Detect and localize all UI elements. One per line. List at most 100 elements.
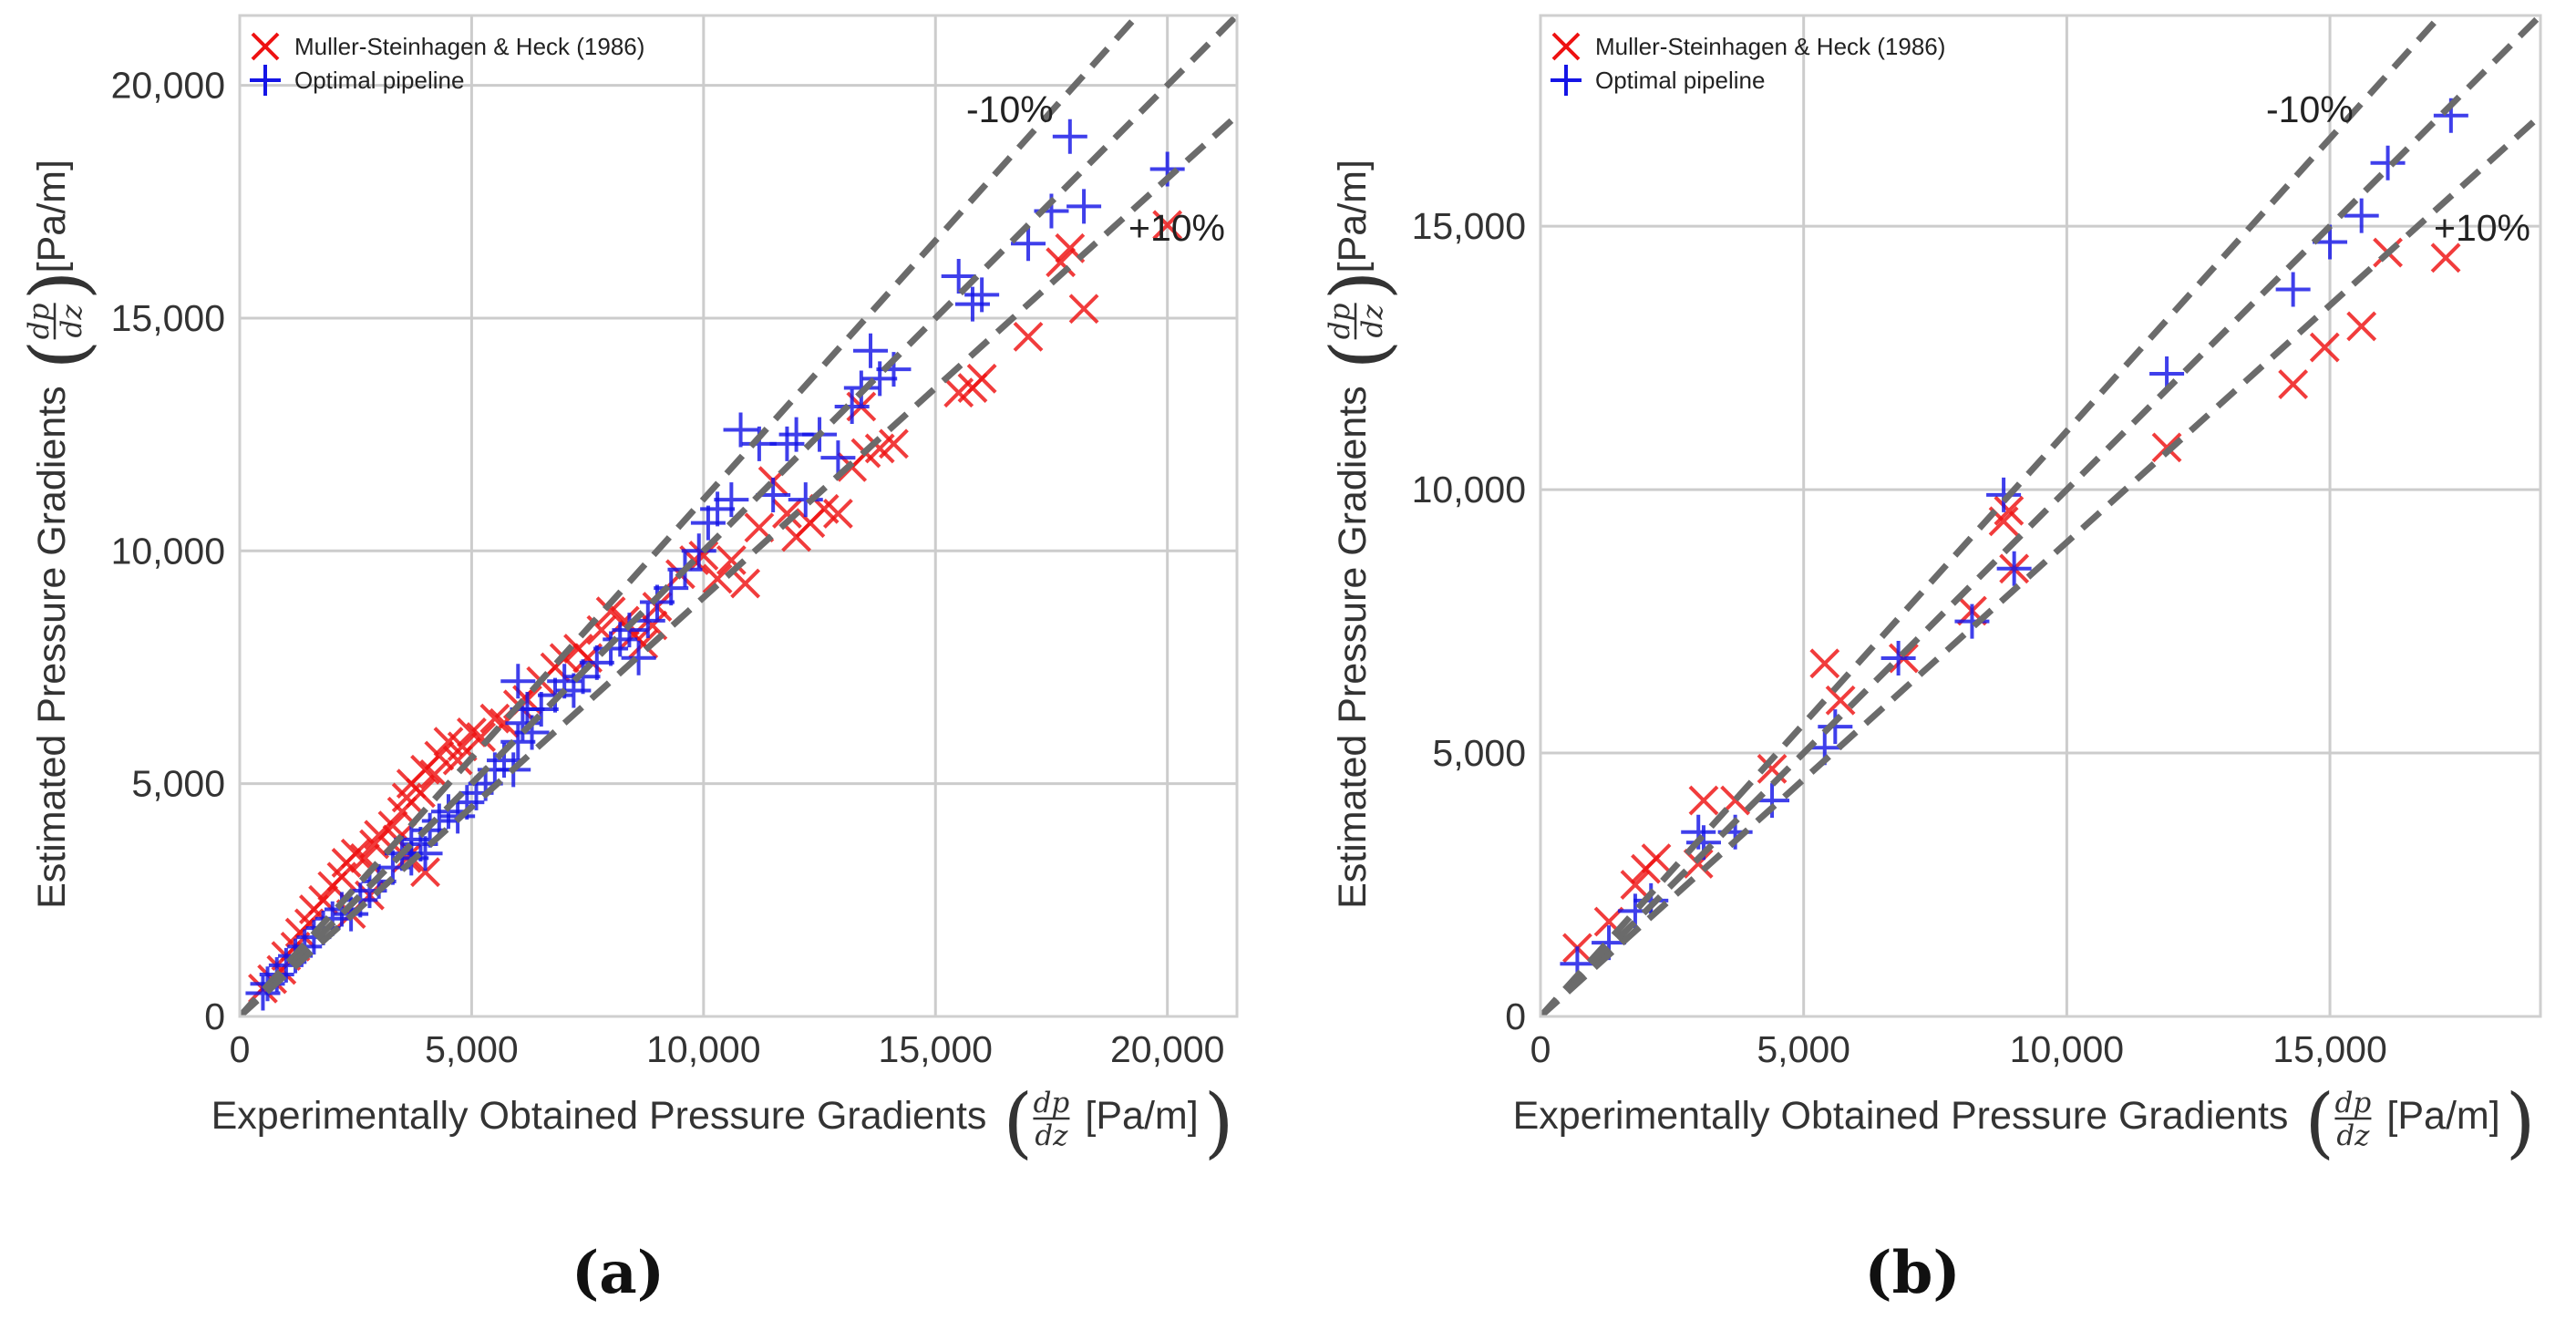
panel-a-x-paren-close: ) <box>1204 1078 1234 1167</box>
panel-a-y-paren-open: ( <box>14 340 103 370</box>
panel-b-reference-label: -10% <box>2266 88 2354 130</box>
panel-a-marker-x <box>1013 321 1044 352</box>
panel-a-y-axis-title: Estimated Pressure Gradients [Pa/m] (dp dz) <box>14 160 103 909</box>
panel-a-x-axis-title: Experimentally Obtained Pressure Gradien… <box>211 1078 1234 1167</box>
panel-b-marker-x <box>1809 648 1840 679</box>
panel-b-x-tick-label: 10,000 <box>2010 1028 2124 1070</box>
panel-a-marker-plus <box>538 677 573 713</box>
panel-b-reference-label: +10% <box>2434 207 2530 249</box>
panel-a-marker-x <box>772 499 802 529</box>
panel-a-y-paren-close: ) <box>14 271 103 301</box>
panel-a-marker-plus <box>1066 189 1102 224</box>
panel-a-y-frac-den: dz <box>56 304 88 338</box>
panel-b-x-unit: [Pa/m] <box>2386 1094 2499 1138</box>
panel-a-marker-plus <box>593 631 629 666</box>
panel-b-y-paren-close: ) <box>1314 271 1404 301</box>
panel-b-reference-line <box>1540 15 2446 1016</box>
panel-b-legend: Muller-Steinhagen & Heck (1986) Optimal p… <box>1551 32 1945 96</box>
panel-a-marker-x <box>595 596 626 627</box>
panel-b-label: (b) <box>1864 1239 1960 1307</box>
panel-b-marker-x <box>1825 685 1856 716</box>
panel-a-marker-x <box>410 857 440 888</box>
panel-b-legend-label: Muller-Steinhagen & Heck (1986) <box>1595 33 1945 60</box>
panel-a-y-tick-label: 0 <box>204 995 225 1037</box>
panel-a-marker-plus <box>565 659 601 695</box>
panel-b-legend-label: Optimal pipeline <box>1595 67 1765 94</box>
panel-a-reference-label: +10% <box>1128 207 1225 249</box>
panel-b-data-layer <box>1540 15 2540 1016</box>
panel-a-y-tick-label: 15,000 <box>111 297 225 339</box>
panel-a-y-axis-label: Estimated Pressure Gradients <box>30 386 74 909</box>
panel-a-marker-x <box>1152 210 1183 241</box>
panel-a-legend-label: Optimal pipeline <box>294 67 464 94</box>
panel-a-marker-plus <box>612 613 647 648</box>
panel-a-marker-plus <box>245 975 281 1011</box>
panel-b-y-axis-label: Estimated Pressure Gradients <box>1331 386 1375 909</box>
panel-a-marker-plus <box>769 426 805 461</box>
panel-a-legend: Muller-Steinhagen & Heck (1986) Optimal p… <box>250 32 644 96</box>
panel-a-marker-plus <box>639 584 675 620</box>
panel-a-marker-plus <box>1052 119 1087 154</box>
panel-b-x-paren-close: ) <box>2506 1078 2536 1167</box>
panel-b-marker-plus <box>2275 272 2311 307</box>
panel-a-marker-plus <box>324 892 359 927</box>
panel-b-frame <box>1539 14 2542 1018</box>
panel-b-y-tick-label: 5,000 <box>1432 732 1526 774</box>
panel-a-y-tick-label: 5,000 <box>131 763 225 805</box>
panel-a-marker-plus <box>681 533 716 569</box>
panel-a-marker-x <box>879 428 909 459</box>
panel-b-marker-x <box>2151 432 2182 463</box>
panel-b-x-frac-den: dz <box>2336 1119 2370 1152</box>
panel-a-marker-plus <box>1011 226 1046 262</box>
panel-a-marker-x <box>702 563 733 594</box>
panel-a-x-tick-label: 0 <box>230 1028 251 1070</box>
panel-b-x-tick-label: 5,000 <box>1757 1028 1850 1070</box>
panel-a-marker-plus <box>843 370 879 406</box>
panel-a-chart: 0 5,000 10,000 15,000 20,000 0 5,000 10,000 15,0… <box>14 14 1239 1307</box>
panel-b-x-axis-label: Experimentally Obtained Pressure Gradien… <box>1513 1094 2289 1138</box>
panel-a-legend-label: Muller-Steinhagen & Heck (1986) <box>294 33 644 60</box>
panel-a-reference-line <box>240 15 1142 1016</box>
panel-a-marker-x <box>822 499 853 529</box>
panel-a-x-axis-label: Experimentally Obtained Pressure Gradien… <box>211 1094 987 1138</box>
panel-a-x-paren-open: ( <box>1003 1078 1033 1167</box>
panel-a-marker-plus <box>500 664 536 699</box>
panel-a-marker-x <box>1068 294 1099 325</box>
panel-a-marker-x <box>340 838 371 869</box>
panel-b-x-tick-label: 15,000 <box>2272 1028 2386 1070</box>
panel-b-reference-line <box>1540 113 2540 1016</box>
panel-b-marker-x <box>2346 311 2377 342</box>
panel-b-reference-line <box>1540 15 2540 1016</box>
panel-b-marker-x <box>1688 785 1719 816</box>
panel-a-data-layer <box>240 15 1237 1016</box>
panel-b-marker-plus <box>1986 477 2022 512</box>
panel-a-x-unit: [Pa/m] <box>1085 1094 1198 1138</box>
panel-a-marker-x <box>364 820 395 851</box>
panel-b-y-paren-open: ( <box>1314 340 1404 370</box>
panel-b-marker-x <box>1620 870 1651 900</box>
panel-a-marker-plus <box>500 724 536 759</box>
panel-a-marker-plus <box>723 412 758 448</box>
panel-a-marker-plus <box>964 277 1000 313</box>
panel-a-x-tick-label: 20,000 <box>1110 1028 1224 1070</box>
panel-a-marker-plus <box>621 640 656 675</box>
panel-a-marker-x <box>424 740 455 771</box>
panel-a-x-tick-label: 15,000 <box>879 1028 993 1070</box>
panel-b-x-axis-title: Experimentally Obtained Pressure Gradien… <box>1513 1078 2536 1167</box>
panel-a-marker-plus <box>603 622 638 657</box>
panel-b-y-frac-den: dz <box>1356 304 1389 338</box>
panel-a-y-tick-label: 20,000 <box>111 65 225 107</box>
panel-b-marker-x <box>2309 332 2340 363</box>
panel-a-marker-plus <box>862 361 898 397</box>
panel-b-legend-marker-x <box>1551 32 1581 61</box>
panel-a-y-tick-label: 10,000 <box>111 530 225 572</box>
panel-a-marker-x <box>1046 247 1077 278</box>
panel-a-reference-line <box>240 113 1237 1016</box>
panel-a-marker-x <box>479 703 510 734</box>
panel-a-marker-plus <box>714 482 749 518</box>
panel-a-y-frac-num: dp <box>23 303 56 339</box>
panel-b-legend-marker-plus <box>1551 65 1582 96</box>
panel-b-y-axis-title: Estimated Pressure Gradients [Pa/m] (dp dz) <box>1314 160 1404 909</box>
panel-a-legend-marker-x <box>251 32 280 61</box>
